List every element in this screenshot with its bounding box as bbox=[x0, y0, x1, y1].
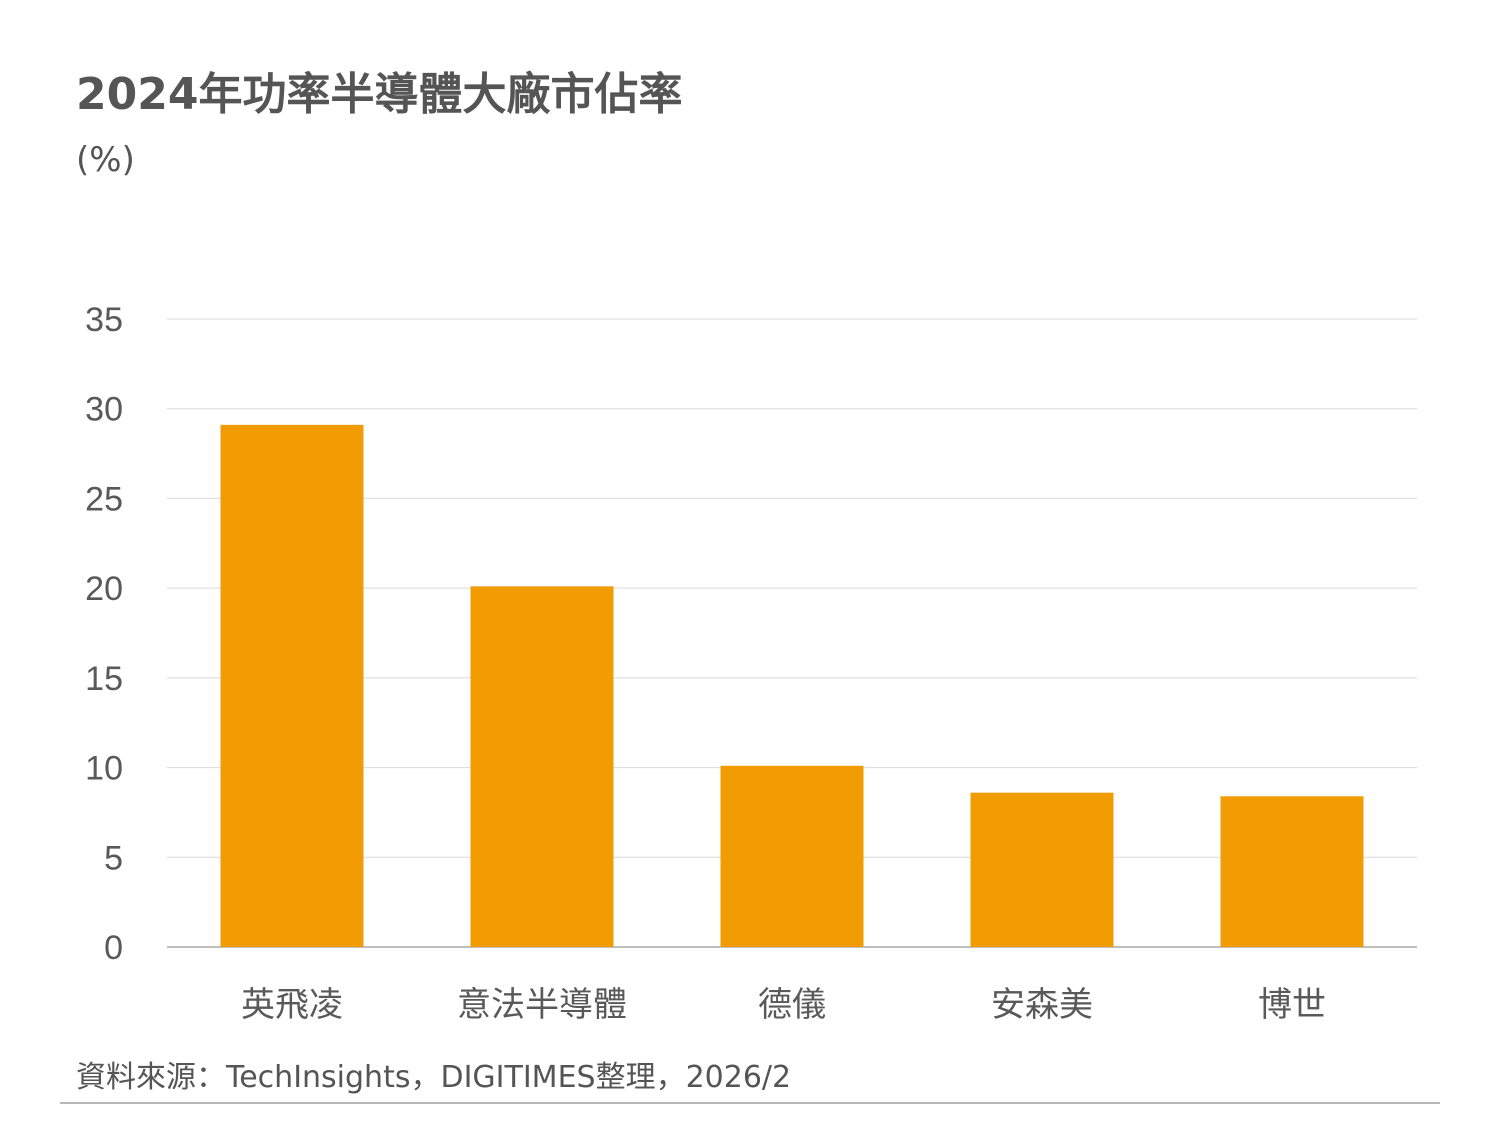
bar bbox=[720, 765, 864, 947]
category-label: 德儀 bbox=[758, 985, 826, 1025]
category-label: 博世 bbox=[1258, 985, 1326, 1025]
y-tick-label: 30 bbox=[85, 391, 123, 429]
category-label: 意法半導體 bbox=[457, 985, 627, 1025]
chart-title: 2024年功率半導體大廠市佔率 bbox=[76, 69, 683, 120]
bar bbox=[1220, 796, 1364, 947]
y-tick-label: 15 bbox=[85, 660, 123, 698]
y-tick-label: 5 bbox=[104, 839, 123, 877]
bar bbox=[970, 792, 1114, 947]
category-labels: 英飛凌 意法半導體 德儀 安森美 博世 bbox=[241, 985, 1326, 1025]
y-axis-unit: (%) bbox=[76, 140, 135, 180]
bars bbox=[220, 424, 1364, 947]
y-tick-label: 10 bbox=[85, 750, 123, 788]
y-tick-label: 0 bbox=[104, 929, 123, 967]
y-tick-label: 20 bbox=[85, 570, 123, 608]
bar bbox=[220, 424, 364, 947]
category-label: 安森美 bbox=[991, 985, 1093, 1025]
bar bbox=[470, 586, 614, 947]
y-tick-label: 35 bbox=[85, 301, 123, 339]
category-label: 英飛凌 bbox=[241, 985, 343, 1025]
y-tick-labels: 0 5 10 15 20 25 30 35 bbox=[85, 301, 123, 967]
bottom-divider bbox=[60, 1102, 1440, 1104]
y-tick-label: 25 bbox=[85, 480, 123, 518]
source-note: 資料來源：TechInsights，DIGITIMES整理，2026/2 bbox=[76, 1060, 792, 1095]
